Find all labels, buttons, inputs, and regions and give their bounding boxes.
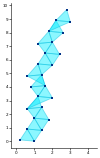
Polygon shape	[34, 107, 49, 119]
Polygon shape	[38, 64, 52, 75]
Point	[19, 139, 21, 141]
Point	[52, 97, 53, 99]
Point	[34, 140, 35, 143]
Polygon shape	[38, 53, 52, 65]
Point	[44, 52, 46, 54]
Polygon shape	[27, 129, 42, 141]
Point	[66, 8, 68, 11]
Polygon shape	[27, 64, 42, 76]
Point	[37, 63, 39, 65]
Point	[41, 73, 42, 76]
Point	[34, 117, 35, 119]
Point	[41, 106, 42, 109]
Point	[37, 95, 39, 98]
Polygon shape	[27, 75, 45, 86]
Point	[70, 21, 71, 23]
Polygon shape	[38, 31, 52, 43]
Polygon shape	[34, 118, 49, 130]
Polygon shape	[56, 10, 70, 22]
Polygon shape	[38, 42, 52, 53]
Polygon shape	[20, 129, 34, 141]
Point	[52, 64, 53, 67]
Polygon shape	[27, 96, 42, 109]
Point	[26, 75, 28, 77]
Point	[41, 129, 42, 132]
Point	[37, 42, 39, 45]
Polygon shape	[49, 20, 70, 31]
Polygon shape	[27, 118, 42, 130]
Polygon shape	[31, 75, 45, 87]
Point	[62, 31, 64, 34]
Point	[26, 107, 28, 110]
Polygon shape	[45, 53, 60, 65]
Point	[30, 86, 32, 88]
Point	[52, 41, 53, 43]
Point	[55, 19, 57, 22]
Point	[48, 30, 50, 33]
Point	[48, 118, 50, 121]
Polygon shape	[45, 42, 60, 54]
Polygon shape	[49, 20, 63, 33]
Polygon shape	[49, 31, 63, 42]
Polygon shape	[38, 86, 52, 98]
Point	[59, 53, 60, 56]
Point	[26, 128, 28, 130]
Point	[44, 84, 46, 87]
Polygon shape	[31, 86, 45, 96]
Polygon shape	[27, 96, 52, 109]
Polygon shape	[27, 107, 42, 118]
